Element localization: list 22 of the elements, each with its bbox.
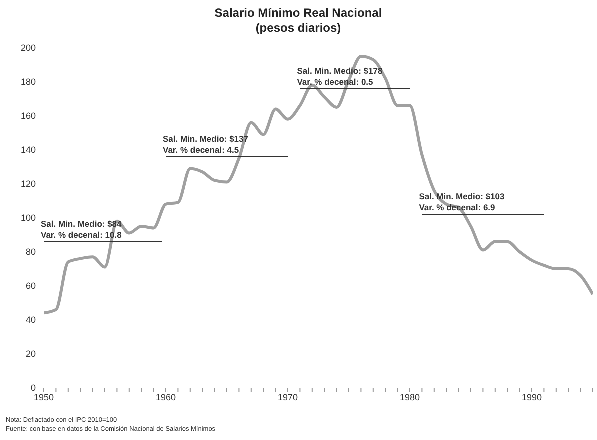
chart-subtitle: (pesos diarios) bbox=[254, 21, 342, 36]
x-tick-label: 1950 bbox=[34, 392, 54, 402]
chart-title: Salario Mínimo Real Nacional bbox=[214, 6, 384, 21]
y-tick-label: 200 bbox=[20, 43, 36, 54]
x-tick-label: 1970 bbox=[278, 392, 298, 402]
y-tick-label: 140 bbox=[20, 145, 36, 156]
x-tick-label: 1990 bbox=[522, 392, 542, 402]
y-tick-label: 60 bbox=[26, 281, 36, 292]
annotation: Sal. Min. Medio: $178 Var. % decenal: 0.5 bbox=[297, 66, 383, 87]
x-tick-label: 1980 bbox=[400, 392, 420, 402]
annotation: Sal. Min. Medio: $103 Var. % decenal: 6.9 bbox=[419, 192, 505, 213]
y-tick-label: 80 bbox=[26, 247, 36, 258]
annotation: Sal. Min. Medio: $137 Var. % decenal: 4.5 bbox=[163, 134, 249, 155]
y-tick-label: 120 bbox=[20, 179, 36, 190]
y-tick-label: 0 bbox=[30, 383, 36, 394]
x-tick-label: 1960 bbox=[156, 392, 176, 402]
y-tick-label: 40 bbox=[26, 315, 36, 326]
y-tick-label: 100 bbox=[20, 213, 36, 224]
annotation: Sal. Min. Medio: $84 Var. % decenal: 10.8 bbox=[41, 218, 122, 240]
y-tick-label: 20 bbox=[26, 349, 36, 360]
y-tick-label: 180 bbox=[20, 77, 36, 88]
y-tick-label: 160 bbox=[20, 111, 36, 122]
